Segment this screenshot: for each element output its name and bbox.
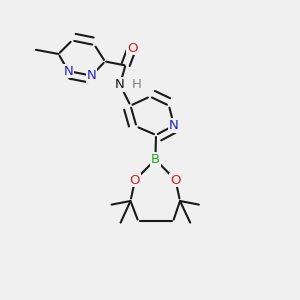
Text: O: O (170, 173, 181, 187)
Text: N: N (169, 119, 179, 132)
Text: O: O (127, 41, 137, 55)
Text: N: N (87, 69, 96, 82)
Text: H: H (131, 77, 141, 91)
Text: O: O (130, 173, 140, 187)
Text: N: N (115, 78, 125, 91)
Text: B: B (151, 153, 160, 166)
Text: N: N (64, 64, 73, 78)
